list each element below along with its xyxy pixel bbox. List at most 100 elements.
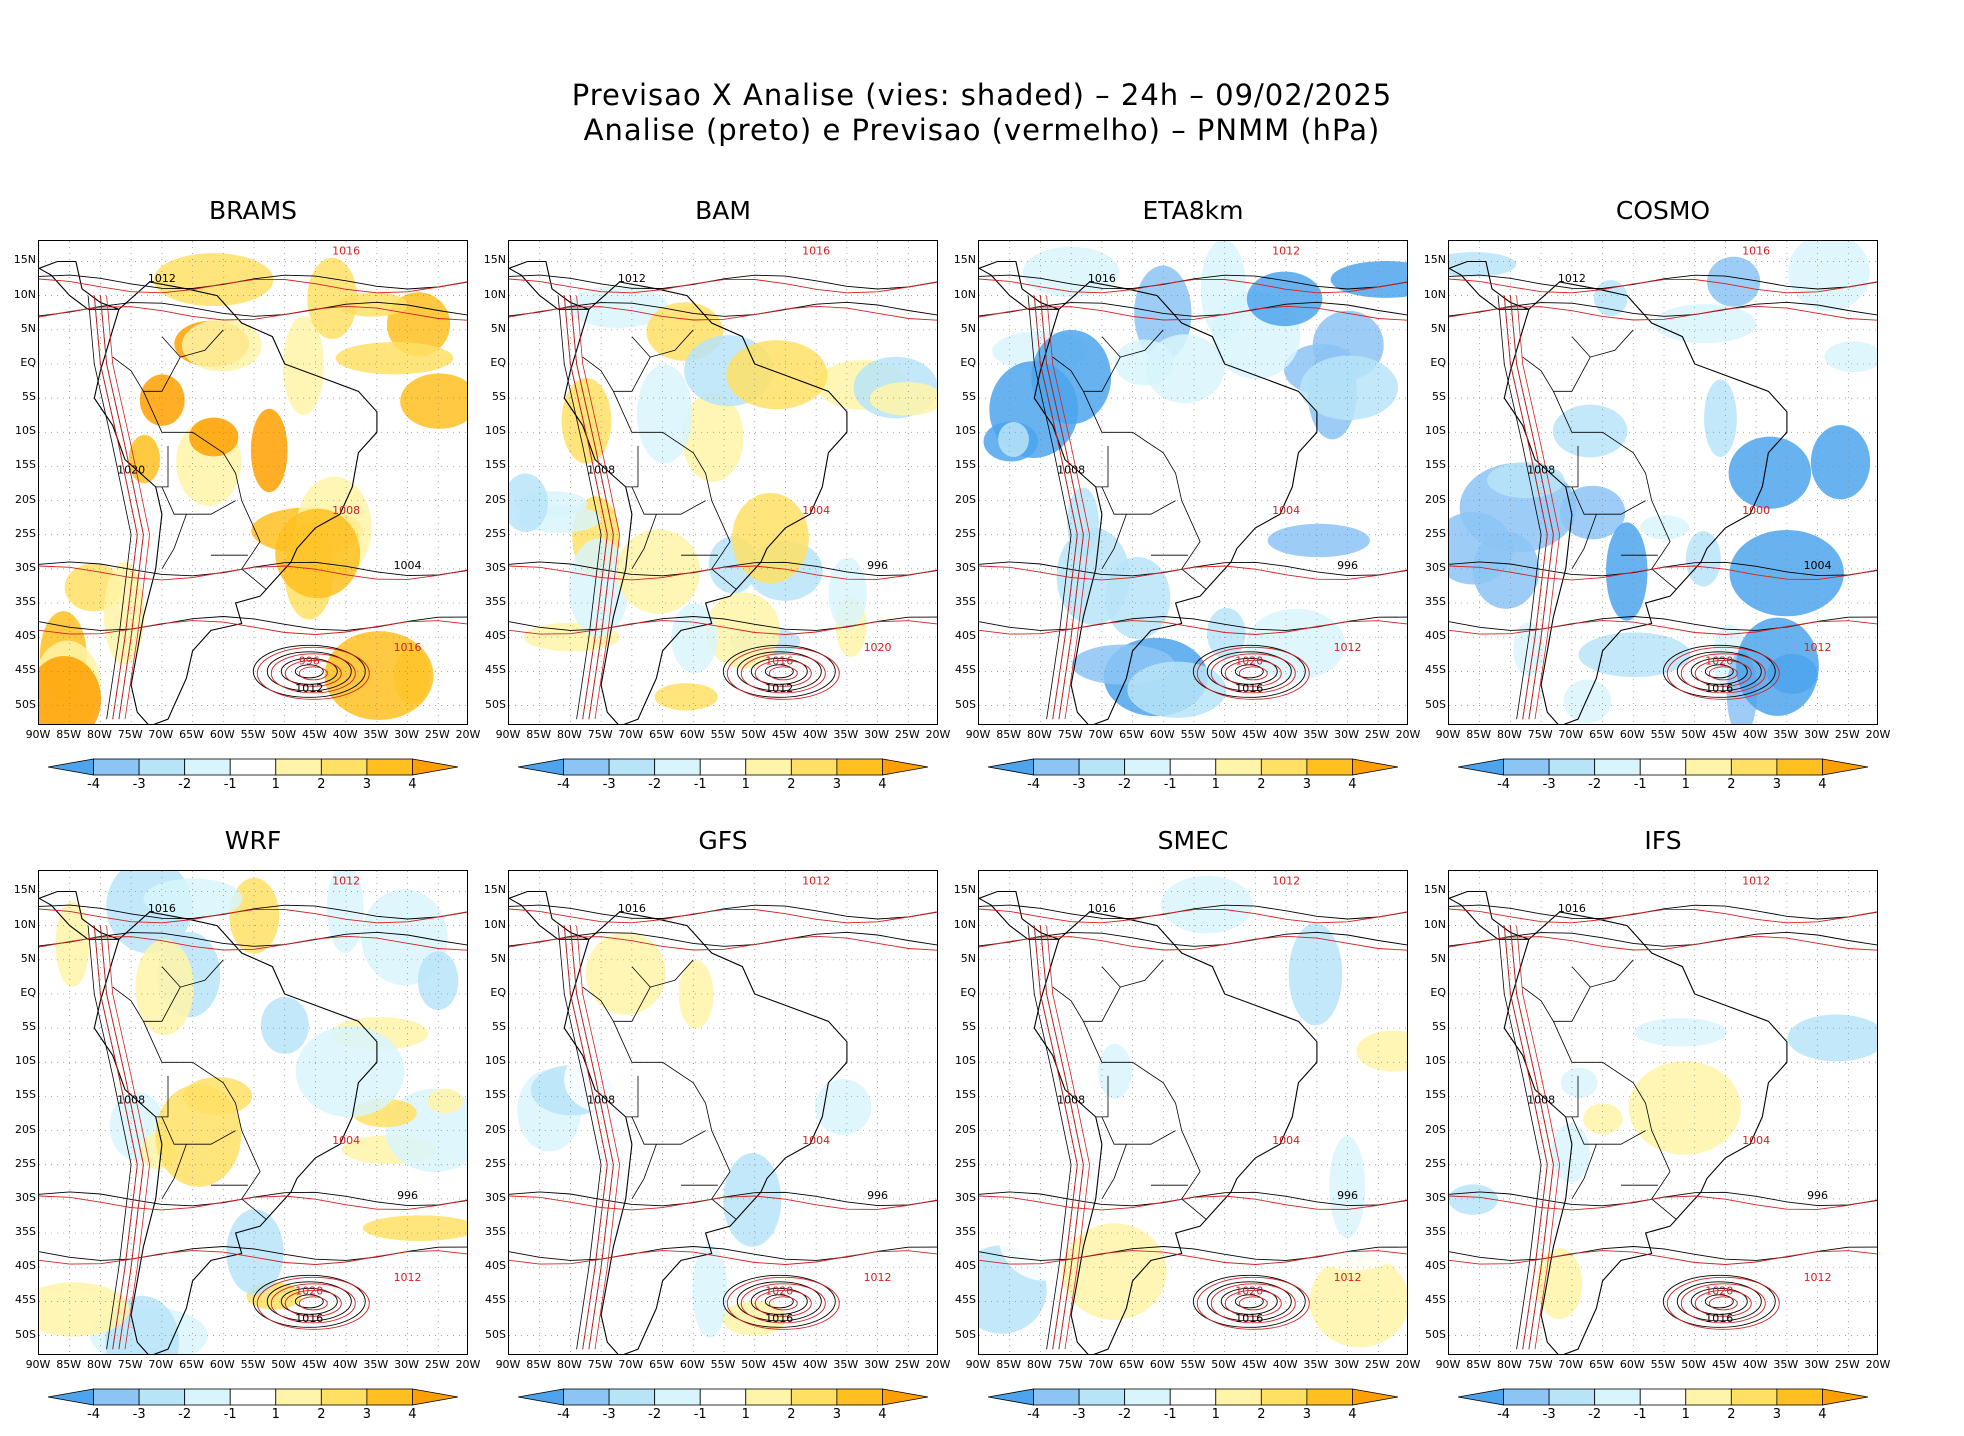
x-tick-label: 35W [363, 728, 389, 741]
isobar-contour [256, 646, 370, 700]
y-tick-label: 20S [485, 492, 506, 506]
colorbar-segment [412, 758, 459, 776]
colorbar-segment [1352, 1388, 1399, 1406]
contour-label: 996 [867, 559, 888, 572]
colorbar-segment [987, 758, 1034, 776]
isobar-contour [106, 295, 151, 720]
x-tick-label: 25W [1364, 1358, 1390, 1371]
colorbar-segment [1457, 758, 1504, 776]
contour-label: 1020 [1235, 655, 1263, 668]
colorbar: -4 -3 -2 -1 1 2 3 4 [47, 757, 459, 797]
contour-label: 1016 [1088, 902, 1116, 915]
bias-shading [39, 656, 102, 724]
country-border [1565, 1075, 1579, 1118]
bias-shading [1160, 875, 1253, 934]
isobar-contour [93, 925, 138, 1350]
isobar-contour [764, 1294, 794, 1309]
isobar-contour [979, 1195, 1407, 1211]
y-tick-label: 35S [955, 595, 976, 609]
contour-label: 1016 [1088, 272, 1116, 285]
country-border [631, 1144, 657, 1200]
y-tick-label: 25S [485, 526, 506, 540]
y-tick-label: 15S [485, 458, 506, 472]
isobar-contour [39, 1250, 467, 1265]
y-tick-label: 30S [1425, 560, 1446, 574]
x-tick-label: 20W [455, 1358, 481, 1371]
y-tick-label: EQ [960, 985, 976, 999]
coastline [93, 911, 378, 1354]
y-tick-label: 5S [22, 1020, 36, 1034]
bias-shading [155, 1084, 242, 1187]
colorbar-label: 4 [1818, 777, 1827, 792]
y-tick-label: 10N [483, 287, 506, 301]
country-border [155, 445, 169, 488]
x-tick-label: 65W [1589, 1358, 1614, 1371]
country-border [1095, 1075, 1109, 1118]
x-tick-label: 90W [965, 728, 991, 741]
x-tick-label: 65W [179, 728, 204, 741]
bias-shading [1640, 515, 1689, 540]
x-tick-label: 45W [301, 728, 327, 741]
y-tick-label: 15S [1425, 1088, 1446, 1102]
y-tick-label: 15S [485, 1088, 506, 1102]
x-tick-label: 20W [1865, 728, 1891, 741]
x-tick-label: 25W [894, 728, 920, 741]
colorbar-label: 3 [832, 1407, 842, 1422]
isobar-contour [298, 666, 328, 681]
bias-shading [295, 1025, 405, 1118]
isobar-contour [1238, 1296, 1268, 1311]
bias-shading [417, 951, 459, 1010]
x-tick-label: 50W [271, 1358, 297, 1371]
isobar-contour [509, 565, 937, 581]
bias-shading [1329, 1135, 1366, 1238]
x-tick-label: 45W [1241, 728, 1267, 741]
x-tick-label: 65W [649, 1358, 674, 1371]
x-tick-label: 35W [1303, 1358, 1329, 1371]
contour-label: 1012 [332, 875, 360, 888]
y-tick-label: 15N [953, 253, 976, 267]
isobar-contour [1666, 646, 1780, 700]
colorbar-segment [1215, 758, 1262, 776]
x-tick-label: 30W [394, 1358, 419, 1371]
map-panel-eta8km: 1016 1012 1008 1004 996 1020 1016 1012 [978, 240, 1408, 725]
colorbar-segment [836, 1388, 883, 1406]
bias-shading [1683, 933, 1721, 978]
y-tick-label: EQ [490, 355, 506, 369]
isobar-contour [1234, 664, 1264, 679]
x-tick-label: 55W [1180, 728, 1206, 741]
y-tick-label: 10S [485, 1054, 506, 1068]
isobar-contour [563, 925, 608, 1350]
isobar-contour [1027, 295, 1072, 720]
isobar-contour [979, 620, 1407, 635]
isobar-contour [1708, 1296, 1738, 1311]
map-svg: 1016 1012 1008 1004 996 1020 1016 1012 [39, 871, 467, 1354]
colorbar-segment [654, 1388, 701, 1406]
country-border [155, 1075, 169, 1118]
colorbar-label: -1 [1633, 1407, 1647, 1422]
colorbar-segment [563, 1388, 610, 1406]
x-tick-label: 50W [1211, 728, 1237, 741]
isobar-contour [576, 295, 621, 720]
isobar-contour [1040, 295, 1084, 720]
colorbar-segment [790, 1388, 838, 1406]
isobar-contour [979, 274, 1407, 290]
y-tick-label: 45S [1425, 1293, 1446, 1307]
isobar-contour [1503, 295, 1548, 720]
x-tick-label: 75W [117, 1358, 143, 1371]
y-tick-label: 20S [1425, 492, 1446, 506]
x-tick-label: 70W [618, 728, 644, 741]
y-tick-label: 5N [960, 321, 976, 335]
country-border [1553, 1021, 1677, 1220]
contour-label: 1012 [765, 682, 793, 695]
isobar-contour [1449, 1246, 1877, 1261]
x-tick-label: 40W [1272, 1358, 1298, 1371]
isobar-contour [736, 1281, 822, 1322]
y-tick-label: 15N [13, 253, 36, 267]
map-svg: 1012 1016 1008 1004 996 1016 1012 1020 [509, 241, 937, 724]
colorbar-label: 4 [1348, 1407, 1357, 1422]
bias-shading [1127, 661, 1227, 718]
coastline [1033, 911, 1318, 1354]
y-tick-label: 50S [485, 697, 506, 711]
bias-shading [55, 901, 90, 987]
isobar-contour [1210, 653, 1296, 694]
